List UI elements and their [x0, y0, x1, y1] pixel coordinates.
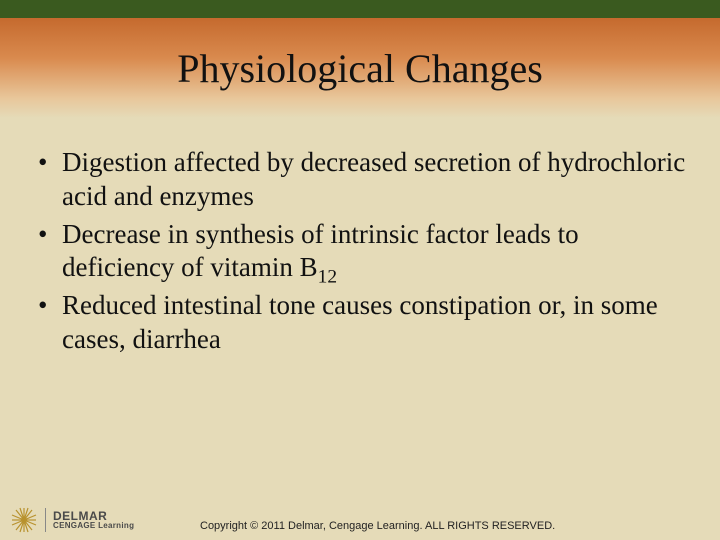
footer: DELMAR CENGAGE Learning Copyright © 2011… [0, 488, 720, 540]
bullet-item: Reduced intestinal tone causes constipat… [34, 289, 686, 357]
logo-cengage: CENGAGE Learning [53, 522, 134, 530]
title-band: Physiological Changes [0, 18, 720, 118]
logo-divider [45, 508, 46, 532]
logo-text: DELMAR CENGAGE Learning [53, 510, 134, 530]
content-area: Digestion affected by decreased secretio… [0, 118, 720, 357]
bullet-subscript: 12 [318, 267, 337, 288]
slide-title: Physiological Changes [177, 45, 543, 92]
bullet-item: Decrease in synthesis of intrinsic facto… [34, 218, 686, 286]
copyright-text: Copyright © 2011 Delmar, Cengage Learnin… [200, 520, 555, 532]
bullet-list: Digestion affected by decreased secretio… [34, 146, 686, 357]
top-green-bar [0, 0, 720, 18]
bullet-item: Digestion affected by decreased secretio… [34, 146, 686, 214]
bullet-text: Reduced intestinal tone causes constipat… [62, 290, 658, 354]
bullet-text: Digestion affected by decreased secretio… [62, 147, 685, 211]
publisher-logo: DELMAR CENGAGE Learning [10, 506, 134, 534]
starburst-icon [10, 506, 38, 534]
